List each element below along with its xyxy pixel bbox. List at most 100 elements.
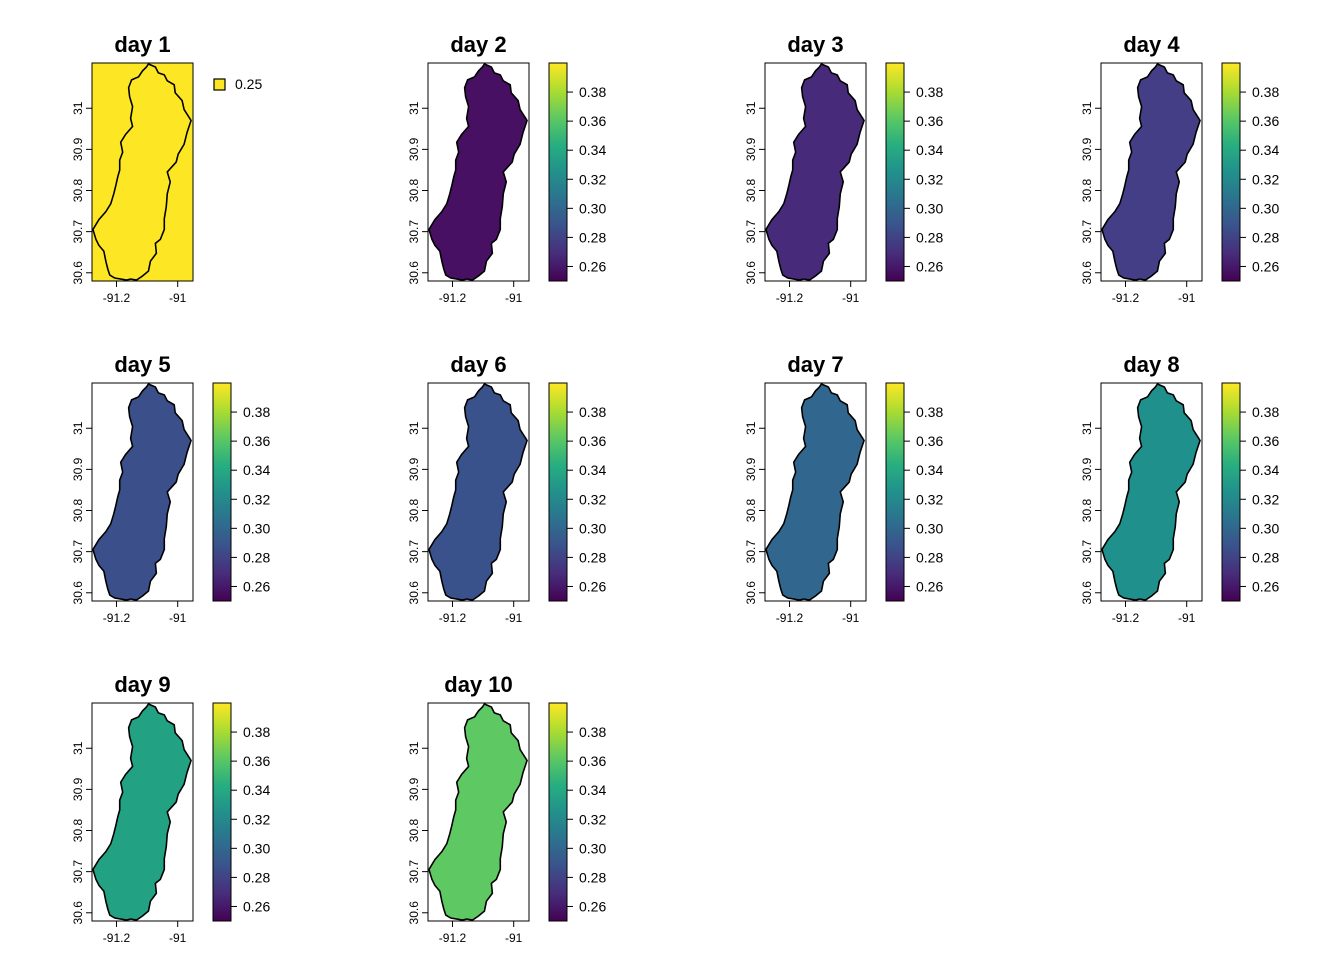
colorbar-tick-label: 0.28 <box>1252 229 1279 245</box>
y-tick-label: 30.7 <box>71 220 85 244</box>
colorbar-tick-label: 0.38 <box>1252 84 1279 100</box>
y-tick-label: 30.9 <box>407 777 421 801</box>
colorbar <box>1221 62 1241 282</box>
map-panel: day 2 -91.2 -91 30.6 30.7 30.8 30.9 31 0.26 0.28 0… <box>407 32 606 305</box>
map-panel: day 6 -91.2 -91 30.6 30.7 30.8 30.9 31 0.26 0.28 0… <box>407 352 606 625</box>
y-tick-label: 30.8 <box>1080 179 1094 203</box>
y-tick-label: 31 <box>744 101 758 115</box>
map-frame <box>427 62 530 282</box>
colorbar-tick-label: 0.26 <box>579 898 606 914</box>
map-frame <box>427 382 530 602</box>
y-tick-label: 30.9 <box>71 137 85 161</box>
watershed-raster <box>428 383 528 601</box>
y-tick-label: 30.9 <box>407 457 421 481</box>
colorbar-tick-label: 0.28 <box>243 549 270 565</box>
x-tick-label: -91.2 <box>776 291 804 305</box>
y-tick-label: 30.6 <box>407 581 421 605</box>
y-tick-label: 30.8 <box>744 499 758 523</box>
y-tick-label: 30.9 <box>744 137 758 161</box>
x-tick-label: -91 <box>169 611 187 625</box>
colorbar-tick-label: 0.34 <box>916 142 943 158</box>
x-tick-label: -91.2 <box>1112 611 1140 625</box>
map-panel: day 5 -91.2 -91 30.6 30.7 30.8 30.9 31 0.26 0.28 0… <box>71 352 270 625</box>
colorbar-tick-label: 0.38 <box>1252 404 1279 420</box>
y-tick-label: 31 <box>407 741 421 755</box>
map-frame <box>91 702 194 922</box>
raster-extent <box>92 63 193 281</box>
colorbar <box>548 702 568 922</box>
colorbar-tick-label: 0.34 <box>243 782 270 798</box>
x-tick-label: -91.2 <box>439 611 467 625</box>
y-tick-label: 30.7 <box>407 860 421 884</box>
colorbar-tick-label: 0.28 <box>916 549 943 565</box>
x-tick-label: -91 <box>505 611 523 625</box>
x-tick-label: -91.2 <box>1112 291 1140 305</box>
y-tick-label: 31 <box>1080 101 1094 115</box>
x-tick-label: -91 <box>505 931 523 945</box>
panel-title: day 2 <box>450 32 506 57</box>
watershed-raster <box>1101 383 1201 601</box>
colorbar <box>212 702 232 922</box>
map-frame <box>764 382 867 602</box>
y-tick-label: 30.9 <box>71 457 85 481</box>
panel-title: day 7 <box>787 352 843 377</box>
y-tick-label: 30.6 <box>744 581 758 605</box>
colorbar-tick-label: 0.30 <box>1252 520 1279 536</box>
colorbar-tick-label: 0.28 <box>579 549 606 565</box>
y-tick-label: 30.6 <box>71 901 85 925</box>
colorbar-tick-label: 0.32 <box>579 491 606 507</box>
y-tick-label: 30.6 <box>71 581 85 605</box>
x-tick-label: -91.2 <box>103 611 131 625</box>
x-tick-label: -91 <box>169 291 187 305</box>
colorbar-tick-label: 0.28 <box>579 229 606 245</box>
map-panel: day 10 -91.2 -91 30.6 30.7 30.8 30.9 31 0.26 0.28… <box>407 672 606 945</box>
y-tick-label: 30.8 <box>407 819 421 843</box>
colorbar <box>548 382 568 602</box>
colorbar-tick-label: 0.38 <box>916 84 943 100</box>
y-tick-label: 30.9 <box>1080 137 1094 161</box>
y-tick-label: 31 <box>1080 421 1094 435</box>
panel-title: day 5 <box>114 352 170 377</box>
y-tick-label: 31 <box>407 421 421 435</box>
colorbar-tick-label: 0.26 <box>579 258 606 274</box>
legend-label: 0.25 <box>235 76 262 92</box>
y-tick-label: 30.8 <box>71 499 85 523</box>
y-tick-label: 30.8 <box>407 179 421 203</box>
colorbar-tick-label: 0.26 <box>579 578 606 594</box>
x-tick-label: -91.2 <box>103 931 131 945</box>
y-tick-label: 30.9 <box>71 777 85 801</box>
colorbar-tick-label: 0.30 <box>916 520 943 536</box>
watershed-raster <box>765 383 865 601</box>
colorbar-tick-label: 0.38 <box>243 724 270 740</box>
watershed-raster <box>1101 63 1201 281</box>
colorbar-tick-label: 0.34 <box>1252 462 1279 478</box>
map-frame <box>764 62 867 282</box>
colorbar-tick-label: 0.28 <box>243 869 270 885</box>
colorbar <box>212 382 232 602</box>
colorbar-tick-label: 0.32 <box>916 491 943 507</box>
y-tick-label: 30.8 <box>1080 499 1094 523</box>
colorbar-tick-label: 0.38 <box>579 404 606 420</box>
colorbar-tick-label: 0.32 <box>579 811 606 827</box>
colorbar-tick-label: 0.30 <box>1252 200 1279 216</box>
y-tick-label: 30.9 <box>744 457 758 481</box>
legend-swatch <box>213 78 226 91</box>
x-tick-label: -91.2 <box>439 291 467 305</box>
y-tick-label: 30.6 <box>407 901 421 925</box>
x-tick-label: -91 <box>842 611 860 625</box>
x-tick-label: -91 <box>1178 611 1196 625</box>
colorbar-tick-label: 0.26 <box>243 578 270 594</box>
colorbar-tick-label: 0.28 <box>1252 549 1279 565</box>
watershed-raster <box>428 63 528 281</box>
colorbar-tick-label: 0.32 <box>916 171 943 187</box>
colorbar-tick-label: 0.36 <box>243 753 270 769</box>
y-tick-label: 30.9 <box>407 137 421 161</box>
colorbar-tick-label: 0.34 <box>579 142 606 158</box>
colorbar-tick-label: 0.36 <box>579 113 606 129</box>
colorbar-tick-label: 0.30 <box>579 840 606 856</box>
y-tick-label: 30.7 <box>744 220 758 244</box>
panel-title: day 6 <box>450 352 506 377</box>
y-tick-label: 31 <box>744 421 758 435</box>
colorbar-tick-label: 0.32 <box>243 491 270 507</box>
colorbar-tick-label: 0.30 <box>243 520 270 536</box>
